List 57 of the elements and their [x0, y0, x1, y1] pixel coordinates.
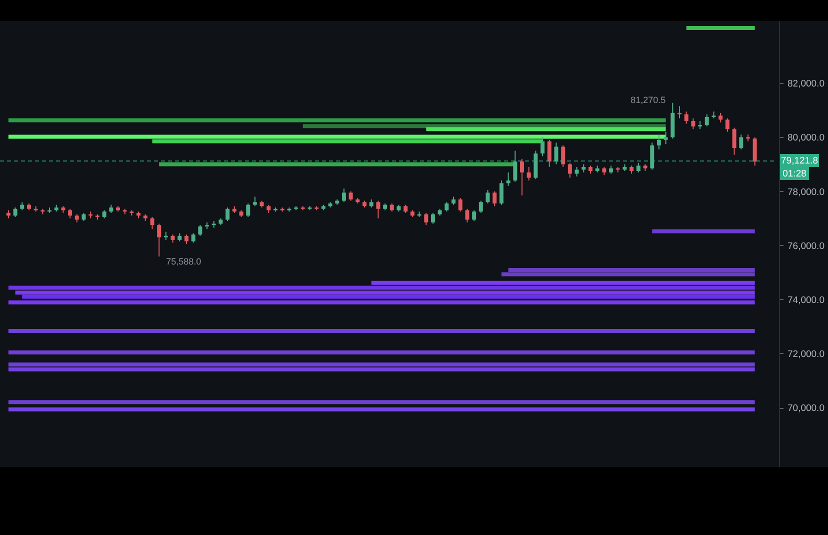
candlestick — [458, 198, 462, 212]
candlestick — [472, 210, 476, 222]
candlestick — [718, 112, 723, 123]
y-tick-label: 80,000.0 — [788, 132, 824, 144]
candlestick — [157, 223, 162, 257]
candlestick — [150, 216, 154, 230]
candlestick — [691, 118, 696, 130]
candlestick — [561, 144, 566, 168]
candlestick — [68, 208, 72, 219]
y-tick-label: 78,000.0 — [788, 186, 824, 198]
candlestick — [520, 158, 524, 196]
candlestick — [486, 189, 490, 204]
y-tick-label: 70,000.0 — [788, 403, 824, 414]
candlestick — [725, 118, 730, 132]
candlestick — [732, 127, 736, 156]
candlestick — [506, 172, 510, 186]
candlestick — [430, 212, 435, 224]
candlestick — [636, 162, 640, 173]
candlestick — [499, 180, 504, 206]
candlestick — [444, 202, 449, 212]
y-tick-label: 74,000.0 — [788, 294, 824, 306]
candlestick — [226, 207, 230, 222]
candlestick — [513, 150, 518, 182]
candlestick — [465, 208, 470, 223]
y-tick-label: 72,000.0 — [788, 348, 824, 360]
candlestick — [650, 142, 654, 170]
candlestick — [191, 232, 196, 244]
candlestick — [684, 111, 688, 124]
candlestick — [547, 139, 552, 168]
candlestick — [554, 142, 558, 165]
candlestick — [246, 202, 250, 218]
candlestick — [478, 200, 483, 214]
candlestick — [424, 212, 428, 226]
candlestick — [568, 162, 572, 178]
y-tick-label: 82,000.0 — [788, 78, 824, 90]
candlestick — [198, 224, 202, 236]
candlestick — [376, 200, 380, 219]
candlestick — [678, 106, 682, 119]
candlestick — [664, 131, 668, 144]
candlestick — [656, 134, 661, 150]
annotation: 81,270.5 — [630, 94, 666, 105]
annotation: 75,588.0 — [166, 256, 202, 266]
text: 01:28 — [782, 168, 806, 180]
candlestick — [574, 166, 579, 177]
candlestick — [739, 134, 744, 150]
candlestick — [184, 234, 188, 244]
candlestick — [540, 136, 545, 157]
candlestick — [348, 190, 353, 202]
candlestick — [13, 207, 18, 218]
candlestick — [492, 190, 497, 207]
ref-line-label: 79,121.8 — [781, 155, 818, 166]
candlestick — [252, 196, 257, 207]
candlestick — [526, 166, 531, 181]
candlestick — [342, 188, 346, 203]
candlestick — [704, 114, 709, 127]
candlestick — [752, 136, 757, 166]
y-tick-label: 76,000.0 — [788, 240, 824, 252]
